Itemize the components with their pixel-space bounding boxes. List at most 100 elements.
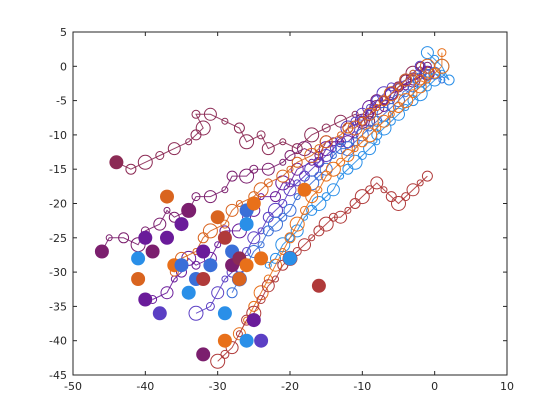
data-point (304, 127, 320, 143)
data-point (225, 203, 239, 217)
data-point (261, 279, 275, 293)
data-point (341, 135, 355, 149)
data-point (163, 206, 171, 214)
data-point (406, 183, 420, 197)
data-point (347, 154, 363, 170)
data-point (437, 48, 447, 58)
x-tick-label: -40 (136, 380, 154, 393)
y-tick-label: -20 (49, 198, 67, 211)
data-point (118, 232, 130, 244)
data-point (419, 58, 435, 74)
data-point (269, 258, 282, 272)
data-point (167, 142, 181, 156)
data-point (357, 116, 367, 126)
data-point (195, 120, 211, 136)
data-point (319, 162, 333, 176)
data-point (203, 107, 217, 121)
data-point (160, 286, 174, 300)
data-point (342, 122, 354, 134)
data-point (416, 179, 424, 187)
data-point (372, 123, 382, 133)
data-point (421, 170, 433, 182)
data-point (325, 161, 341, 177)
filled-data-point (254, 333, 269, 348)
data-point (408, 89, 418, 99)
data-point (153, 217, 167, 231)
filled-data-point (232, 272, 247, 286)
data-point (261, 162, 275, 176)
data-point (321, 192, 331, 202)
data-point (401, 192, 411, 202)
x-tick-label: -20 (281, 380, 299, 393)
data-point (377, 114, 391, 128)
data-point (293, 193, 301, 201)
data-point (407, 74, 419, 86)
data-point (221, 117, 229, 125)
data-point (423, 76, 431, 84)
data-point (398, 93, 414, 109)
data-point (221, 186, 229, 194)
data-point (336, 157, 346, 167)
data-point (125, 163, 137, 175)
data-point (235, 330, 243, 338)
data-point (384, 87, 398, 101)
data-point (409, 69, 417, 77)
data-point (308, 234, 316, 242)
data-point (226, 287, 238, 299)
data-point (344, 206, 352, 214)
filled-data-point (196, 244, 211, 259)
data-point (420, 46, 434, 60)
data-point (335, 143, 347, 155)
filled-data-point (196, 347, 211, 362)
filled-data-point (160, 189, 174, 204)
data-point (191, 260, 201, 270)
data-point (291, 143, 303, 155)
data-point (373, 138, 381, 146)
data-point (314, 157, 324, 167)
data-point (370, 176, 384, 190)
y-tick-label: 5 (60, 26, 67, 39)
filled-data-point (174, 258, 189, 273)
data-point (188, 305, 204, 321)
data-point (285, 233, 295, 243)
data-point (300, 205, 309, 215)
data-point (319, 135, 333, 149)
data-point (430, 54, 440, 64)
data-point (270, 252, 281, 264)
filled-data-point (138, 292, 153, 307)
data-point (415, 61, 425, 71)
data-point (233, 122, 245, 134)
data-point (225, 341, 239, 355)
data-point (279, 248, 287, 255)
data-point (394, 82, 403, 92)
filled-data-point (210, 210, 225, 225)
data-point (402, 104, 410, 111)
data-point (283, 203, 297, 217)
data-point (311, 196, 327, 211)
series-line (267, 52, 450, 266)
series-line (173, 66, 428, 273)
data-point (263, 178, 273, 188)
y-tick-label: -40 (49, 335, 67, 348)
data-point (272, 275, 279, 283)
data-point (391, 196, 406, 211)
data-point (386, 82, 396, 92)
x-tick-label: -50 (64, 380, 82, 393)
filled-data-point (311, 278, 326, 293)
data-point (341, 149, 355, 162)
data-point (239, 168, 255, 184)
data-point (373, 104, 381, 111)
data-point (363, 107, 377, 121)
data-point (220, 349, 230, 359)
data-point (292, 247, 302, 256)
data-point (289, 216, 305, 232)
data-point (203, 190, 217, 204)
data-point (278, 199, 288, 208)
filled-data-point (196, 272, 211, 286)
data-point (414, 60, 426, 72)
data-point (315, 186, 323, 194)
y-tick-label: -45 (49, 369, 67, 382)
data-point (279, 158, 287, 166)
y-tick-label: 0 (60, 60, 67, 73)
data-point (293, 179, 301, 187)
